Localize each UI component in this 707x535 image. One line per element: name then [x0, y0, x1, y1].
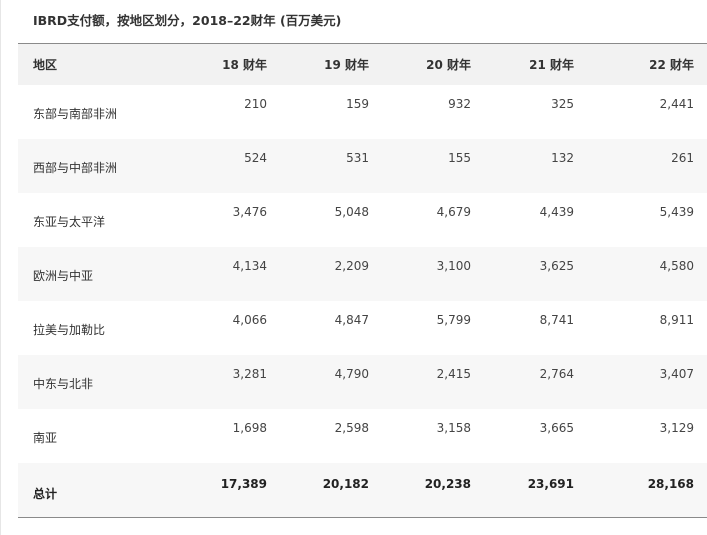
header-fy18: 18 财年: [195, 43, 280, 85]
total-value-cell: 20,238: [382, 462, 484, 518]
value-cell: 3,407: [659, 366, 694, 381]
value-cell: 531: [346, 150, 369, 165]
value-cell: 159: [346, 96, 369, 111]
total-value-cell: 23,691: [484, 462, 587, 518]
value-cell: 4,847: [334, 312, 369, 327]
value-cell: 8,741: [539, 312, 574, 327]
table-header-row: 地区 18 财年 19 财年 20 财年 21 财年 22 财年: [18, 43, 707, 85]
value-cell: 4,790: [334, 366, 369, 381]
table-row: 东亚与太平洋 3,476 5,048 4,679 4,439 5,439: [18, 193, 707, 247]
value-cell: 5,799: [436, 312, 471, 327]
value-cell: 155: [448, 150, 471, 165]
value-cell: 4,134: [232, 258, 267, 273]
total-value-cell: 17,389: [195, 462, 280, 518]
value-cell: 1,698: [232, 420, 267, 435]
disbursement-table: 地区 18 财年 19 财年 20 财年 21 财年 22 财年 东部与南部非洲…: [18, 43, 707, 518]
value-cell: 3,476: [232, 204, 267, 219]
value-cell: 3,100: [436, 258, 471, 273]
value-cell: 2,441: [659, 96, 694, 111]
total-label: 总计: [18, 462, 195, 518]
value-cell: 4,679: [436, 204, 471, 219]
value-cell: 3,665: [539, 420, 574, 435]
value-cell: 4,439: [539, 204, 574, 219]
value-cell: 4,066: [232, 312, 267, 327]
value-cell: 8,911: [659, 312, 694, 327]
total-value-cell: 20,182: [280, 462, 382, 518]
value-cell: 2,764: [539, 366, 574, 381]
value-cell: 3,158: [436, 420, 471, 435]
table-row: 中东与北非 3,281 4,790 2,415 2,764 3,407: [18, 354, 707, 409]
total-row: 总计 17,389 20,182 20,238 23,691 28,168: [18, 462, 707, 518]
value-cell: 4,580: [659, 258, 694, 273]
table-row: 南亚 1,698 2,598 3,158 3,665 3,129: [18, 409, 707, 463]
header-fy19: 19 财年: [280, 43, 382, 85]
region-cell: 中东与北非: [33, 376, 94, 391]
value-cell: 3,129: [659, 420, 694, 435]
region-cell: 欧洲与中亚: [33, 268, 94, 283]
table-caption: IBRD支付额，按地区划分，2018–22财年 (百万美元): [33, 13, 342, 28]
region-cell: 东亚与太平洋: [33, 214, 106, 229]
value-cell: 132: [551, 150, 574, 165]
value-cell: 524: [244, 150, 267, 165]
header-fy20: 20 财年: [382, 43, 484, 85]
value-cell: 261: [671, 150, 694, 165]
region-cell: 南亚: [33, 430, 58, 445]
region-cell: 拉美与加勒比: [33, 322, 106, 337]
table-row: 欧洲与中亚 4,134 2,209 3,100 3,625 4,580: [18, 246, 707, 301]
value-cell: 2,598: [334, 420, 369, 435]
value-cell: 3,281: [232, 366, 267, 381]
total-value-cell: 28,168: [587, 462, 707, 518]
table-row: 拉美与加勒比 4,066 4,847 5,799 8,741 8,911: [18, 301, 707, 355]
value-cell: 2,415: [436, 366, 471, 381]
header-fy22: 22 财年: [587, 43, 707, 85]
value-cell: 5,048: [334, 204, 369, 219]
value-cell: 5,439: [659, 204, 694, 219]
header-region: 地区: [18, 43, 195, 85]
region-cell: 东部与南部非洲: [33, 106, 118, 121]
table-row: 西部与中部非洲 524 531 155 132 261: [18, 138, 707, 193]
value-cell: 3,625: [539, 258, 574, 273]
header-fy21: 21 财年: [484, 43, 587, 85]
value-cell: 325: [551, 96, 574, 111]
region-cell: 西部与中部非洲: [33, 160, 118, 175]
table-row: 东部与南部非洲 210 159 932 325 2,441: [18, 85, 707, 139]
value-cell: 2,209: [334, 258, 369, 273]
value-cell: 210: [244, 96, 267, 111]
left-divider: [0, 0, 1, 535]
value-cell: 932: [448, 96, 471, 111]
